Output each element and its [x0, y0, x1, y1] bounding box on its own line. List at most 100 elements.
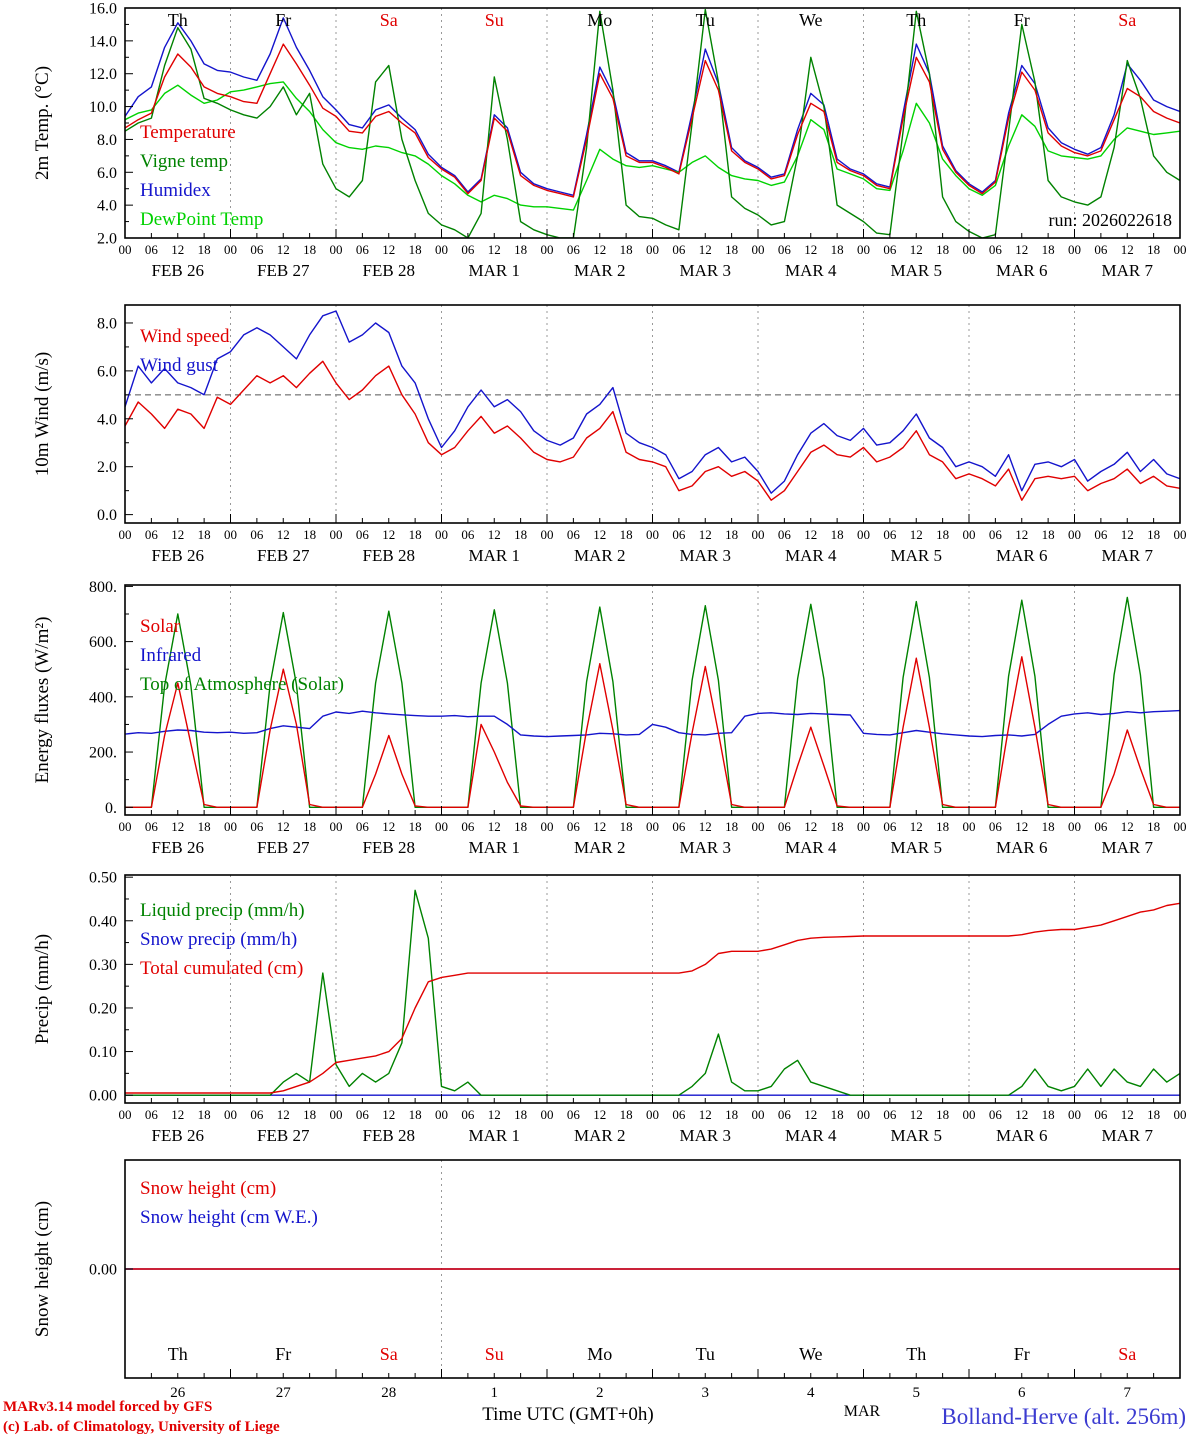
- day-name-label: Th: [168, 1344, 188, 1364]
- tick-label-y: 8.0: [97, 315, 117, 332]
- series-temperature: [125, 43, 1180, 198]
- tick-label-hour: 06: [567, 819, 581, 834]
- legend-label: Infrared: [140, 645, 202, 666]
- date-label: MAR 2: [574, 838, 625, 857]
- tick-label-hour: 00: [435, 242, 448, 257]
- day-name-label: Th: [906, 10, 926, 30]
- tick-label-hour: 00: [330, 242, 343, 257]
- tick-label-hour: 06: [883, 819, 897, 834]
- tick-label-hour: 12: [804, 527, 817, 542]
- tick-label-hour: 12: [1121, 527, 1134, 542]
- date-label: MAR 3: [680, 1126, 731, 1145]
- tick-label-y: 800.: [89, 579, 117, 596]
- tick-label-hour: 06: [461, 527, 475, 542]
- tick-label-hour: 06: [145, 1107, 159, 1122]
- tick-label-y: 4.0: [97, 198, 117, 215]
- tick-label-hour: 00: [541, 242, 554, 257]
- legend-label: Liquid precip (mm/h): [140, 900, 305, 921]
- tick-label-hour: 12: [593, 1107, 606, 1122]
- tick-label-hour: 00: [857, 819, 870, 834]
- tick-label-y: 0.30: [89, 957, 117, 974]
- date-label: MAR 6: [996, 838, 1047, 857]
- day-number-label: 2: [596, 1385, 604, 1401]
- tick-label-hour: 06: [356, 1107, 370, 1122]
- tick-label-hour: 00: [224, 1107, 237, 1122]
- axis-title-precip: Precip (mm/h): [32, 934, 53, 1044]
- tick-label-hour: 06: [356, 819, 370, 834]
- tick-label-hour: 00: [330, 819, 343, 834]
- tick-label-hour: 12: [910, 242, 923, 257]
- date-label: MAR 7: [1102, 261, 1154, 280]
- tick-label-y: 2.0: [97, 231, 117, 248]
- tick-label-hour: 06: [883, 527, 897, 542]
- tick-label-hour: 12: [804, 819, 817, 834]
- legend-label: Solar: [140, 616, 181, 637]
- run-label: run: 2026022618: [1049, 210, 1173, 230]
- axis-title-temperature: 2m Temp. (°C): [32, 66, 53, 180]
- tick-label-hour: 00: [224, 527, 237, 542]
- date-label: FEB 28: [363, 838, 415, 857]
- date-label: MAR 7: [1102, 838, 1154, 857]
- day-name-label: Fr: [275, 10, 291, 30]
- tick-label-hour: 18: [725, 1107, 738, 1122]
- tick-label-hour: 00: [963, 819, 976, 834]
- tick-label-hour: 18: [198, 242, 211, 257]
- tick-label-hour: 12: [910, 819, 923, 834]
- date-label: FEB 28: [363, 546, 415, 565]
- date-label: MAR 7: [1102, 546, 1154, 565]
- tick-label-hour: 12: [277, 242, 290, 257]
- tick-label-hour: 12: [1015, 1107, 1028, 1122]
- day-name-label: Fr: [1014, 10, 1030, 30]
- tick-label-hour: 12: [488, 1107, 501, 1122]
- tick-label-hour: 18: [514, 819, 527, 834]
- day-name-label: Sa: [1118, 10, 1136, 30]
- date-label: FEB 28: [363, 261, 415, 280]
- day-name-label: Sa: [1118, 1344, 1136, 1364]
- day-name-label: Fr: [275, 1344, 291, 1364]
- tick-label-hour: 12: [1015, 527, 1028, 542]
- day-name-label: We: [799, 1344, 823, 1364]
- tick-label-hour: 06: [989, 527, 1003, 542]
- tick-label-hour: 06: [778, 527, 792, 542]
- tick-label-hour: 00: [1068, 242, 1081, 257]
- tick-label-hour: 06: [883, 1107, 897, 1122]
- tick-label-hour: 18: [198, 819, 211, 834]
- day-number-label: 5: [913, 1385, 921, 1401]
- legend-label: Humidex: [140, 180, 211, 201]
- tick-label-hour: 00: [752, 1107, 765, 1122]
- tick-label-hour: 18: [1042, 242, 1055, 257]
- series-dewpoint-temp: [125, 81, 1180, 211]
- date-label: MAR 1: [469, 546, 520, 565]
- legend-label: Snow precip (mm/h): [140, 929, 297, 950]
- tick-label-hour: 18: [1042, 1107, 1055, 1122]
- date-label: MAR 6: [996, 546, 1047, 565]
- tick-label-y: 400.: [89, 689, 117, 706]
- day-name-label: Tu: [696, 10, 715, 30]
- tick-label-hour: 00: [646, 242, 659, 257]
- tick-label-hour: 12: [382, 819, 395, 834]
- date-label: MAR 1: [469, 838, 520, 857]
- series-humidex: [125, 17, 1180, 197]
- legend-label: Wind gust: [140, 355, 219, 376]
- tick-label-hour: 18: [409, 819, 422, 834]
- date-label: MAR 4: [785, 1126, 837, 1145]
- tick-label-hour: 18: [620, 527, 633, 542]
- tick-label-hour: 12: [1015, 242, 1028, 257]
- date-label: FEB 27: [257, 546, 310, 565]
- tick-label-hour: 18: [409, 1107, 422, 1122]
- tick-label-hour: 12: [1015, 819, 1028, 834]
- tick-label-hour: 00: [963, 1107, 976, 1122]
- tick-label-hour: 00: [963, 527, 976, 542]
- tick-label-hour: 00: [119, 242, 132, 257]
- tick-label-hour: 12: [171, 819, 184, 834]
- day-name-label: Su: [485, 10, 504, 30]
- tick-label-hour: 06: [250, 819, 264, 834]
- tick-label-hour: 12: [804, 1107, 817, 1122]
- tick-label-hour: 00: [541, 1107, 554, 1122]
- date-label: FEB 26: [152, 1126, 204, 1145]
- tick-label-hour: 06: [145, 242, 159, 257]
- tick-label-y: 0.00: [89, 1262, 117, 1279]
- tick-label-hour: 06: [145, 527, 159, 542]
